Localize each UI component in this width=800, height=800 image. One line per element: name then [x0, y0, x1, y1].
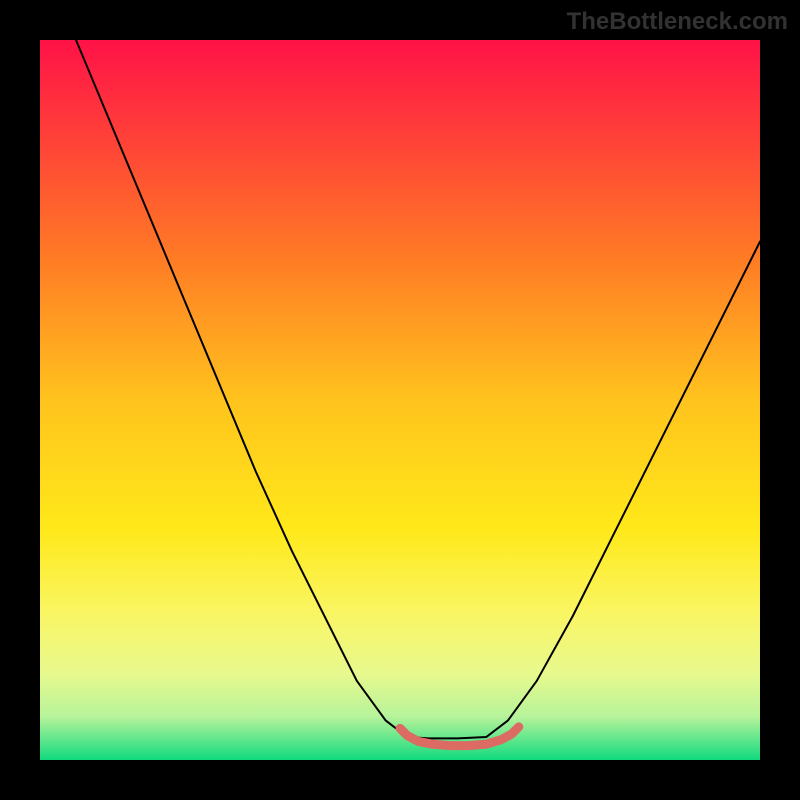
chart-svg — [40, 40, 760, 760]
watermark-text: TheBottleneck.com — [567, 8, 788, 36]
bottleneck-chart — [40, 40, 760, 760]
gradient-background — [40, 40, 760, 760]
canvas: TheBottleneck.com — [0, 0, 800, 800]
